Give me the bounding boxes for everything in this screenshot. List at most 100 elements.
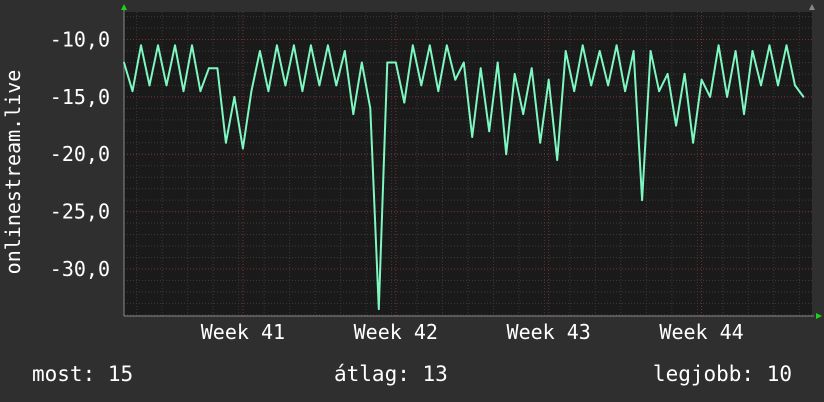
data-point [488,130,491,133]
data-point [437,90,440,93]
data-point [505,153,508,156]
data-point [352,113,355,115]
data-point [462,61,465,64]
data-point [471,136,474,138]
data-point [284,84,287,87]
data-point [259,50,261,52]
data-point [428,44,431,47]
data-point [513,73,516,75]
data-point [649,50,652,52]
data-point [394,61,397,64]
data-point [607,84,609,87]
data-point [547,78,550,81]
data-point [666,73,669,75]
data-point [445,44,448,47]
data-point [165,84,168,87]
series-layer [123,44,805,311]
data-point [692,141,694,144]
y-axis-label: onlinestream.live [1,70,25,275]
data-point [717,44,720,47]
x-tick-label: Week 41 [201,320,285,344]
best-stat: legjobb: 10 [652,362,792,386]
data-point [539,141,542,144]
data-point [208,67,210,70]
data-point [216,67,219,70]
data-point [479,67,482,70]
data-point [233,96,236,98]
data-point [530,67,533,70]
data-point [794,84,796,87]
data-point [760,84,762,87]
data-point [683,73,686,75]
data-point [191,44,193,47]
data-point [768,44,771,47]
y-tick-label: -15,0 [50,85,110,109]
data-point [411,44,414,47]
x-axis-arrow [816,313,822,319]
y-tick-label: -10,0 [50,28,110,52]
data-point [293,44,295,47]
data-point [802,96,805,98]
data-point [276,44,278,47]
data-point [267,90,270,93]
data-point [123,61,125,64]
data-point [641,199,643,202]
data-point [318,84,321,87]
data-point [598,50,601,52]
data-point [360,61,363,64]
data-point [199,90,202,93]
x-tick-label: Week 42 [354,320,438,344]
data-point [250,90,253,93]
data-point [573,90,576,93]
y-tick-label: -20,0 [50,142,110,166]
data-point [157,44,159,47]
data-point [174,44,176,47]
data-point [726,96,728,98]
data-point [632,50,635,52]
data-point [785,44,788,47]
x-tick-label: Week 43 [507,320,591,344]
data-point [377,308,380,310]
current-stat: most: 15 [32,362,134,386]
data-point [564,50,567,52]
y-tick-labels: -10,0 -15,0 -20,0 -25,0 -30,0 [50,28,110,281]
data-point [335,84,338,87]
data-point [751,50,754,52]
data-point [709,96,711,98]
data-point [403,101,406,104]
data-point [301,90,304,93]
data-point [242,147,244,150]
data-point [675,124,677,127]
data-point [131,90,134,93]
data-point [590,84,593,87]
x-tick-label: Week 44 [659,320,743,344]
data-point [777,84,779,87]
data-point [148,84,151,87]
data-point [386,61,389,64]
average-stat: átlag: 13 [334,362,448,386]
data-point [556,159,559,161]
data-point [454,78,457,81]
data-point [615,44,618,47]
data-point [140,44,142,47]
y-axis-arrow [121,4,127,10]
data-point [658,90,660,93]
data-point [581,44,584,47]
x-tick-labels: Week 41 Week 42 Week 43 Week 44 [201,320,744,344]
axes [121,4,822,319]
grid-lines [124,12,812,316]
data-point [496,61,499,64]
data-point [182,90,185,93]
data-point [743,113,745,115]
right-edge-marker [809,4,815,10]
data-point [327,44,329,47]
y-tick-label: -25,0 [50,200,110,224]
data-point [225,141,227,144]
data-point [734,50,737,52]
data-point [420,84,423,87]
data-point [343,50,346,52]
data-point [624,90,626,93]
data-point [369,107,372,110]
data-point [310,44,312,47]
